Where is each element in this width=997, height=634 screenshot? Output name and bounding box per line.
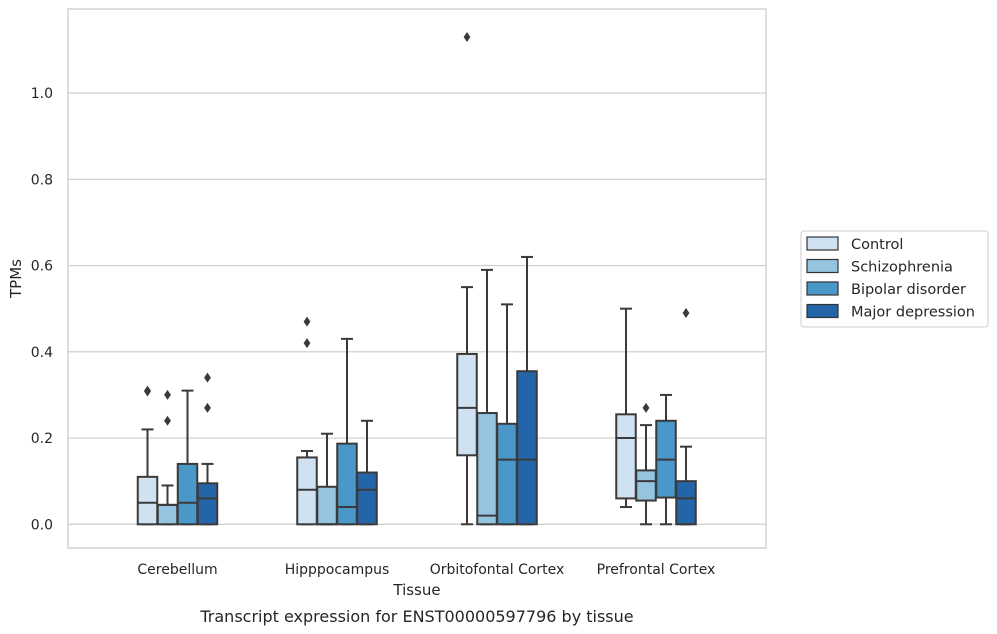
box-control (136, 385, 159, 526)
plot-frame (67, 8, 767, 549)
box-bipolar-disorder (176, 389, 199, 526)
y-axis-label: TPMs (7, 259, 25, 299)
box-schizophrenia (156, 389, 179, 526)
legend: Control Schizophrenia Bipolar disorder Majo… (800, 230, 989, 328)
y-tick-label: 0.0 (31, 517, 53, 533)
x-tick-labels: Cerebellum Hipppocampus Orbitofontal Corte… (137, 562, 715, 578)
box-iqr (356, 471, 378, 526)
legend-item: Control (806, 236, 903, 253)
legend-label: Control (851, 237, 903, 253)
outlier-point (303, 338, 311, 349)
box-bipolar-disorder (496, 303, 518, 526)
outlier-point (204, 402, 211, 413)
box-iqr (516, 370, 538, 526)
box-iqr (476, 412, 498, 526)
box-iqr (336, 442, 358, 526)
box-iqr (156, 503, 179, 526)
legend-item: Bipolar disorder (806, 281, 966, 298)
box-iqr (176, 462, 199, 526)
outlier-point (164, 389, 171, 400)
box-bipolar-disorder (336, 337, 358, 526)
legend-label: Schizophrenia (851, 260, 953, 276)
figure-caption: Transcript expression for ENST0000059779… (199, 607, 633, 626)
box-iqr (456, 352, 478, 457)
box-major-depression (356, 419, 378, 526)
y-tick-label: 0.6 (31, 259, 53, 275)
legend-swatch (806, 258, 839, 274)
outlier-point (164, 415, 171, 426)
box-iqr (615, 413, 637, 500)
box-iqr (296, 456, 318, 526)
box-iqr (635, 469, 657, 502)
legend-swatch (806, 303, 839, 319)
y-tick-labels: 0.0 0.2 0.4 0.6 0.8 1.0 (31, 86, 53, 533)
box-schizophrenia (476, 268, 498, 526)
outlier-point (642, 402, 650, 413)
outlier-point (204, 372, 211, 383)
x-axis-label: Tissue (392, 581, 440, 599)
x-tick-label: Orbitofontal Cortex (430, 562, 565, 578)
legend-frame (800, 230, 989, 328)
legend-label: Bipolar disorder (851, 282, 966, 298)
box-iqr (675, 480, 697, 526)
box-control (456, 32, 478, 526)
box-bipolar-disorder (655, 393, 677, 526)
box-iqr (316, 485, 338, 526)
box-schizophrenia (316, 432, 338, 526)
legend-item: Schizophrenia (806, 258, 953, 276)
box-major-depression (675, 307, 697, 526)
outlier-point (144, 386, 151, 397)
legend-swatch (806, 236, 839, 251)
outlier-point (463, 32, 471, 43)
boxes (136, 32, 697, 526)
legend-item: Major depression (806, 303, 975, 321)
y-tick-label: 0.4 (31, 345, 53, 361)
legend-label: Major depression (851, 305, 975, 321)
y-tick-label: 1.0 (31, 86, 53, 102)
box-iqr (136, 475, 159, 526)
x-tick-label: Prefrontal Cortex (597, 562, 716, 578)
box-iqr (196, 482, 219, 526)
box-control (615, 307, 637, 509)
box-major-depression (516, 255, 538, 526)
box-schizophrenia (635, 402, 657, 526)
box-control (296, 316, 318, 526)
box-iqr (496, 422, 518, 526)
y-tick-label: 0.8 (31, 172, 53, 188)
x-tick-label: Cerebellum (137, 562, 217, 578)
x-tick-label: Hipppocampus (285, 562, 390, 578)
outlier-point (303, 316, 311, 327)
outlier-point (682, 307, 690, 318)
legend-swatch (806, 281, 839, 296)
box-major-depression (196, 372, 219, 526)
y-tick-label: 0.2 (31, 431, 53, 447)
